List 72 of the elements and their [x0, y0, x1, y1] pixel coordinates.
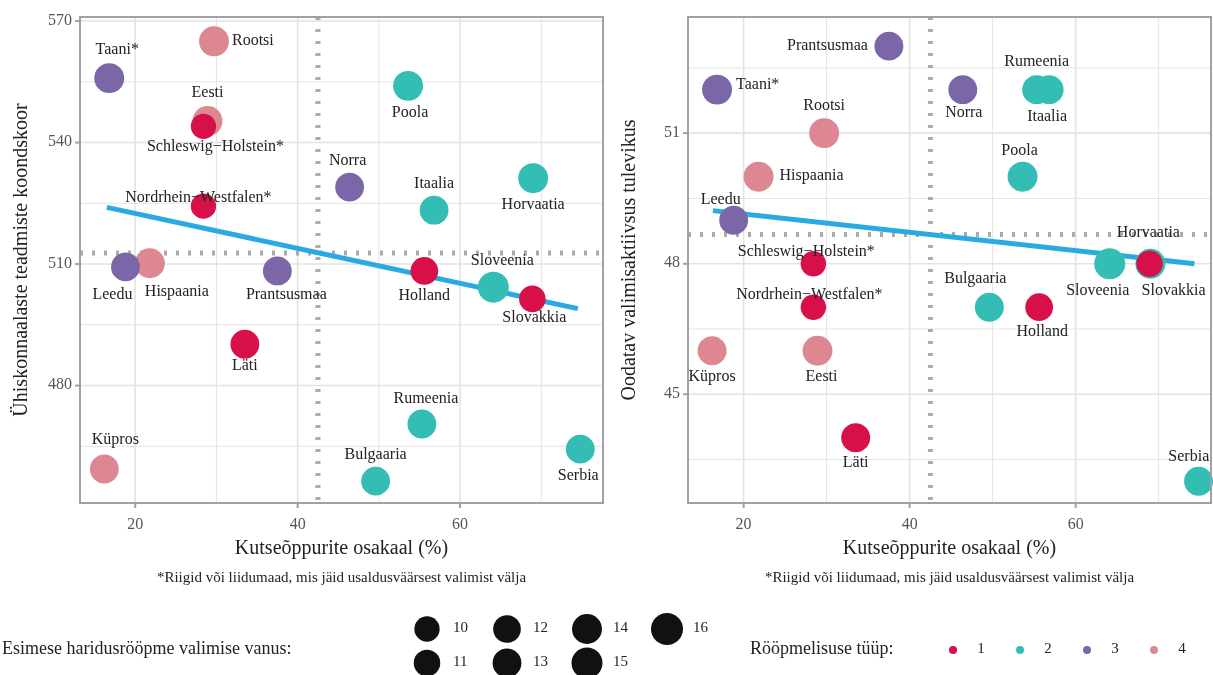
legend-title: Rööpmelisuse tüüp: [750, 638, 894, 659]
annotation: Horvaatia [1116, 223, 1180, 241]
legend-label: 14 [613, 619, 629, 636]
annotation: Läti [842, 453, 870, 471]
annotation: Serbia [557, 465, 599, 483]
x-tick-label: 20 [127, 514, 144, 532]
text: *Riigid või liidumaad, mis jäid usaldusväärsest valimist välja [764, 569, 1135, 586]
annotation: Norra [945, 103, 983, 121]
annotation: Sloveenia [1066, 281, 1130, 299]
y-axis-title: Ühiskonnaalaste teadmiste koondskoor [8, 103, 31, 417]
annotation: Prantsusmaa [245, 284, 327, 302]
legend-label: 12 [533, 619, 548, 636]
annotation: Slovakkia [1141, 281, 1206, 299]
y-tick-label: 540 [48, 132, 72, 150]
annotation: Bulgaaria [344, 444, 407, 463]
annotation: Rumeenia [393, 388, 459, 406]
annotation: Nordrhein−Westfalen* [125, 187, 272, 205]
annotation: Itaalia [1027, 107, 1068, 125]
annotation: Rumeenia [1004, 52, 1070, 70]
x-tick-label: 60 [1067, 514, 1084, 532]
annotation: Sloveenia [470, 250, 534, 268]
legend-label: 10 [453, 619, 468, 636]
legend-label: 3 [1111, 640, 1119, 657]
annotation: Schleswig−Holstein* [146, 137, 284, 156]
legend-label: 15 [613, 653, 628, 670]
y-tick-label: 51 [664, 122, 680, 140]
annotation: Taani* [736, 75, 780, 93]
annotation: Poola [391, 102, 429, 120]
legend-title: Esimese haridusrööpme valimise vanus: [2, 638, 292, 659]
annotation: Holland [398, 285, 451, 303]
y-tick-label: 570 [48, 10, 72, 28]
y-axis-title: Oodatav valimisaktiivsus tulevikus [616, 119, 639, 401]
legend-label: 2 [1044, 640, 1052, 657]
annotation: Hispaania [779, 166, 844, 185]
x-tick-label: 40 [901, 514, 918, 532]
annotation: Leedu [92, 284, 133, 302]
annotation: Eesti [191, 82, 225, 100]
annotation: Holland [1016, 321, 1068, 339]
x-axis-title: Kutseõppurite osakaal (%) [234, 535, 449, 559]
annotation: Rootsi [803, 95, 846, 113]
legend-label: 11 [453, 653, 468, 670]
annotation: Slovakkia [502, 307, 567, 325]
annotation: Küpros [91, 429, 139, 448]
annotation: Nordrhein−Westfalen* [736, 284, 883, 302]
x-tick-label: 40 [289, 514, 306, 532]
legend-label: 4 [1178, 640, 1187, 657]
annotation: Horvaatia [501, 194, 565, 212]
x-axis-title: Kutseõppurite osakaal (%) [842, 535, 1057, 559]
annotation: Leedu [700, 189, 741, 207]
y-tick-label: 480 [48, 375, 72, 393]
annotation: Küpros [688, 367, 736, 386]
x-tick-label: 60 [452, 514, 469, 532]
annotation: Prantsusmaa [787, 35, 868, 53]
y-tick-label: 48 [664, 253, 680, 271]
y-tick-label: 510 [48, 253, 72, 271]
annotation: Poola [1001, 141, 1038, 159]
legend-label: 13 [533, 653, 548, 670]
annotation: Hispaania [144, 281, 209, 300]
annotation: Läti [231, 355, 259, 373]
annotation: Bulgaaria [944, 268, 1007, 287]
annotation: Itaalia [414, 173, 455, 191]
annotation: Rootsi [232, 30, 275, 48]
text: *Riigid või liidumaad, mis jäid usaldusväärsest valimist välja [156, 569, 527, 586]
legend-label: 16 [693, 619, 709, 636]
x-tick-label: 20 [735, 514, 752, 532]
annotation: Norra [328, 150, 367, 168]
annotation: Serbia [1168, 446, 1210, 464]
legend-label: 1 [977, 640, 985, 657]
annotation: Eesti [805, 367, 839, 385]
annotation: Taani* [95, 39, 139, 57]
y-tick-label: 45 [664, 383, 680, 401]
annotation: Schleswig−Holstein* [737, 242, 875, 261]
